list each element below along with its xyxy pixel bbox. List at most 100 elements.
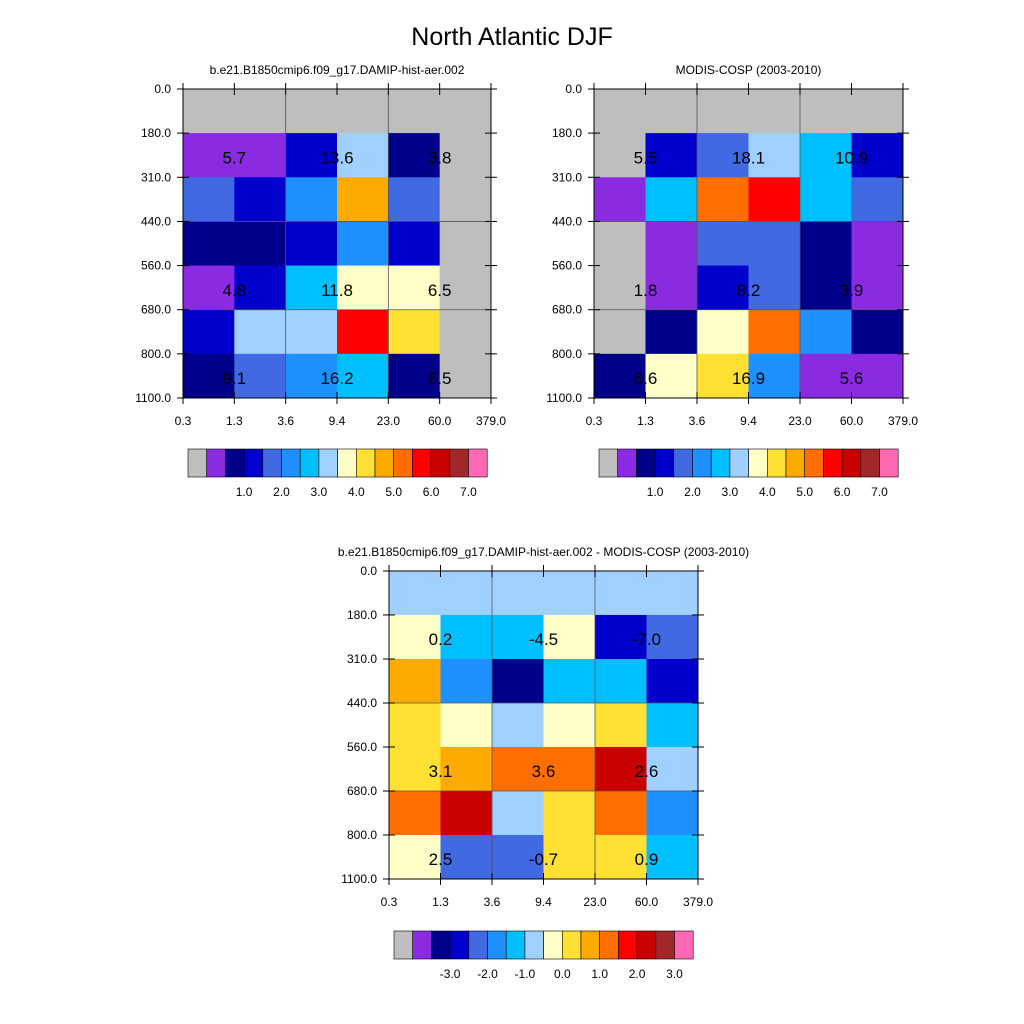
colorbar-swatch (431, 930, 451, 960)
heatmap-cell (388, 309, 441, 355)
heatmap-cell (183, 309, 235, 355)
colorbar-label: 6.0 (834, 485, 851, 499)
colorbar-swatch (187, 448, 208, 478)
colorbar-swatch (318, 448, 338, 478)
heatmap-cell (439, 265, 492, 311)
panel-title: b.e21.B1850cmip6.f09_g17.DAMIP-hist-aer.… (210, 63, 465, 77)
colorbar-label: -2.0 (477, 967, 498, 981)
x-tick-label: 0.3 (381, 895, 398, 909)
heatmap-cell (388, 221, 441, 267)
cell-value-label: 13.6 (320, 148, 353, 167)
colorbar-label: 5.0 (385, 485, 402, 499)
heatmap-cell (851, 89, 904, 134)
x-tick-label: 3.6 (689, 414, 706, 428)
y-tick-label: 800.0 (347, 828, 377, 842)
heatmap-cell (646, 614, 699, 660)
colorbar-swatch (804, 448, 824, 478)
heatmap-cell (439, 221, 492, 267)
colorbar-label: 3.0 (666, 967, 683, 981)
colorbar-swatch (636, 448, 656, 478)
heatmap-cell (388, 89, 441, 134)
colorbar-swatch (243, 448, 264, 478)
colorbar-swatch (710, 448, 731, 478)
heatmap-cell (645, 221, 698, 267)
colorbar-label: -1.0 (515, 967, 536, 981)
cell-value-label: 3.1 (429, 762, 453, 781)
x-tick-label: 23.0 (377, 414, 401, 428)
colorbar-label: 2.0 (684, 485, 701, 499)
heatmap-cell (285, 265, 338, 311)
heatmap-cell (337, 177, 389, 222)
colorbar-swatch (355, 448, 376, 478)
colorbar-swatch (412, 448, 432, 478)
x-tick-label: 9.4 (535, 895, 552, 909)
heatmap-cell (234, 309, 287, 355)
cell-value-label: 5.6 (840, 369, 864, 388)
heatmap-cell (851, 309, 904, 355)
colorbar-label: 3.0 (722, 485, 739, 499)
heatmap-cell (389, 571, 441, 616)
y-tick-label: 310.0 (347, 652, 377, 666)
cell-value-label: 16.9 (732, 369, 765, 388)
heatmap-cell (543, 658, 596, 704)
heatmap-cell (234, 265, 287, 311)
cell-value-label: 3.9 (840, 281, 864, 300)
cell-value-label: 18.1 (732, 148, 765, 167)
heatmap-cell (337, 221, 389, 267)
heatmap-cell (800, 221, 852, 267)
heatmap-cell (697, 177, 749, 222)
heatmap-cell (440, 703, 493, 748)
colorbar-swatch (766, 448, 787, 478)
heatmap-cell (594, 177, 646, 222)
cell-value-label: 10.9 (835, 148, 868, 167)
colorbar-swatch (543, 930, 563, 960)
panel-title: MODIS-COSP (2003-2010) (676, 63, 822, 77)
heatmap-cell (440, 658, 493, 704)
heatmap-cell (183, 133, 235, 178)
heatmap-cell (492, 658, 544, 704)
colorbar-swatch (281, 448, 301, 478)
x-tick-label: 3.6 (484, 895, 501, 909)
heatmap-cell (748, 353, 801, 399)
heatmap-cell (234, 89, 287, 134)
heatmap-cell (543, 791, 596, 836)
heatmap-cell (645, 133, 698, 178)
heatmap-cell (748, 309, 801, 355)
heatmap-cell (492, 834, 544, 880)
heatmap-cell (440, 746, 493, 792)
colorbar-swatch (618, 930, 638, 960)
y-tick-label: 1100.0 (135, 391, 171, 405)
cell-value-label: 3.6 (532, 762, 556, 781)
heatmap-cell (645, 309, 698, 355)
heatmap-cell (337, 133, 389, 178)
colorbar-label: 4.0 (759, 485, 776, 499)
heatmap-cell (697, 353, 749, 399)
y-tick-label: 1100.0 (546, 391, 582, 405)
heatmap-cell (800, 89, 852, 134)
colorbar-swatch (841, 448, 862, 478)
heatmap-cell (594, 133, 646, 178)
x-tick-label: 3.6 (277, 414, 294, 428)
heatmap-cell (183, 221, 235, 267)
colorbar-swatch (487, 930, 507, 960)
heatmap-cell (748, 89, 801, 134)
colorbar-swatch (393, 930, 414, 960)
heatmap-cell (646, 791, 699, 836)
colorbar-swatch (374, 448, 395, 478)
heatmap-cell (800, 353, 852, 399)
heatmap-cell (851, 221, 904, 267)
cell-value-label: 4.8 (223, 281, 247, 300)
colorbar-swatch (860, 448, 880, 478)
heatmap-cell (439, 177, 492, 222)
heatmap-cell (439, 133, 492, 178)
x-tick-label: 60.0 (635, 895, 659, 909)
heatmap-cell (440, 614, 493, 660)
colorbar-swatch (617, 448, 637, 478)
heatmap-cell (800, 309, 852, 355)
cell-value-label: 16.2 (320, 369, 353, 388)
heatmap-cell (748, 221, 801, 267)
x-tick-label: 0.3 (586, 414, 603, 428)
colorbar-swatch (449, 930, 470, 960)
y-tick-label: 680.0 (552, 303, 582, 317)
heatmap-cell (388, 353, 441, 399)
